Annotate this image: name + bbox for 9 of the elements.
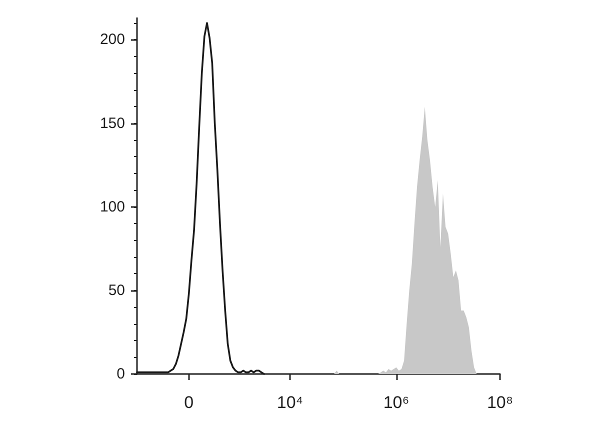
- y-tick-label: 0: [116, 366, 125, 382]
- x-tick-label: 10⁶: [383, 393, 410, 412]
- y-tick-label: 50: [108, 282, 125, 299]
- x-tick-label: 10⁴: [276, 393, 304, 412]
- y-tick-label: 150: [100, 114, 125, 132]
- y-tick-label: 100: [100, 198, 125, 216]
- y-tick-label: 200: [100, 31, 125, 48]
- x-tick-label: 0: [184, 393, 194, 412]
- x-tick-label: 10⁸: [486, 393, 514, 412]
